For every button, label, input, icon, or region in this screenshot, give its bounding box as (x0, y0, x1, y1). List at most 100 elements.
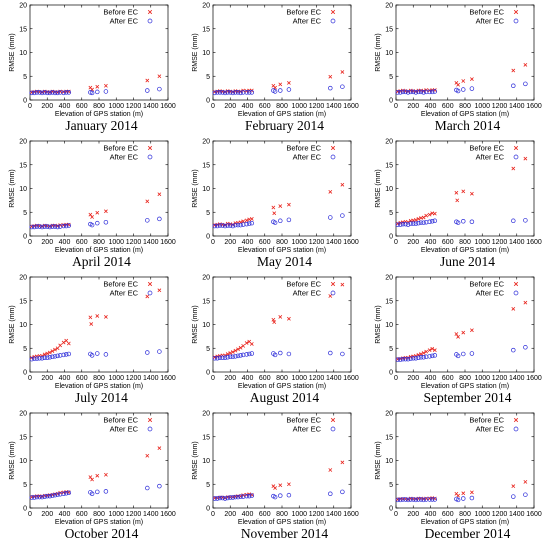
y-tick-label: 10 (385, 458, 393, 465)
after-ec-point (238, 494, 243, 499)
after-ec-point (145, 485, 150, 491)
before-ec-point (461, 491, 466, 496)
y-tick-label: 5 (23, 482, 27, 489)
after-ec-point (39, 224, 45, 230)
before-ec-point (328, 294, 333, 298)
chart-panel: 0 200 400 600 800 1000 1200 1400 1600 0 5 10 15 20 Ele… (183, 272, 366, 407)
x-axis-label: Elevation of GPS station (m) (55, 247, 143, 254)
x-tick-label: 1200 (309, 239, 325, 246)
after-ec-point (246, 493, 252, 499)
after-ec-point (427, 354, 432, 359)
chart-panel: 0 200 400 600 800 1000 1200 1400 1600 0 5 10 15 20 Ele… (366, 272, 549, 407)
after-ec-point (400, 356, 406, 362)
before-ec-point (212, 355, 217, 360)
legend-after-marker (330, 290, 336, 296)
x-tick-label: 1000 (474, 511, 490, 518)
after-ec-point (429, 219, 435, 224)
y-tick-label: 15 (202, 26, 210, 33)
before-ec-point (421, 351, 426, 355)
before-ec-point (157, 74, 162, 79)
after-ec-point (511, 83, 516, 88)
after-ec-point (39, 90, 45, 96)
plot-frame (395, 412, 535, 509)
y-tick-label: 10 (202, 322, 210, 329)
legend-after-label: After EC (293, 289, 322, 298)
y-tick-label: 5 (206, 346, 210, 353)
before-ec-point (58, 343, 63, 348)
y-axis-label: RMSE (mm) (9, 441, 16, 480)
after-ec-point (427, 219, 432, 224)
before-ec-point (395, 221, 400, 226)
legend-before-marker (147, 145, 153, 151)
legend-after-marker (147, 290, 153, 296)
before-ec-point (238, 345, 243, 350)
after-ec-point (230, 495, 236, 500)
legend-before-marker (513, 281, 519, 287)
before-ec-point (145, 294, 150, 299)
y-tick-label: 5 (206, 482, 210, 489)
before-ec-point (427, 212, 432, 217)
x-tick-label: 600 (442, 239, 454, 246)
after-ec-point (523, 218, 528, 223)
scatter-plot: 0 200 400 600 800 1000 1200 1400 1600 0 5 10 15 20 Ele… (9, 275, 176, 391)
x-tick-label: 400 (59, 375, 71, 382)
after-ec-point (55, 353, 60, 359)
scatter-plot: 0 200 400 600 800 1000 1200 1400 1600 0 5 10 15 20 Ele… (9, 3, 176, 119)
after-ec-point (215, 355, 220, 361)
before-ec-point (89, 322, 94, 326)
legend-after-label: After EC (110, 289, 139, 298)
after-ec-point (398, 357, 403, 362)
after-ec-point (32, 90, 37, 96)
before-ec-point (456, 82, 460, 87)
x-tick-label: 600 (442, 375, 454, 382)
after-ec-point (29, 356, 34, 362)
after-ec-point (278, 493, 283, 498)
legend-after-marker (147, 154, 153, 160)
after-ec-point (44, 493, 50, 499)
before-ec-point (271, 317, 276, 322)
after-ec-point (103, 219, 109, 225)
before-ec-point (432, 348, 437, 353)
after-ec-point (227, 223, 233, 228)
y-tick-label: 10 (385, 50, 393, 57)
x-tick-label: 0 (28, 103, 32, 110)
y-tick-label: 15 (19, 298, 27, 305)
after-ec-point (246, 90, 252, 95)
before-ec-point (272, 211, 277, 216)
legend-after-label: After EC (110, 153, 139, 162)
legend-after-marker (147, 426, 153, 432)
after-ec-point (50, 224, 55, 229)
after-ec-point (47, 493, 53, 499)
after-ec-point (220, 495, 225, 501)
before-ec-point (424, 213, 429, 218)
y-tick-label: 0 (206, 234, 210, 241)
before-ec-point (249, 492, 254, 497)
x-axis-label: Elevation of GPS station (m) (421, 383, 509, 390)
legend-before-label: Before EC (103, 416, 138, 425)
after-ec-point (225, 355, 230, 360)
after-ec-point (222, 355, 228, 360)
after-ec-point (34, 90, 40, 95)
x-tick-label: 1200 (126, 103, 142, 110)
legend-before-marker (330, 145, 336, 151)
y-tick-label: 0 (389, 234, 393, 241)
after-ec-point (217, 495, 223, 501)
y-tick-label: 20 (385, 275, 393, 282)
after-ec-point (405, 356, 411, 362)
after-ec-point (238, 90, 243, 96)
after-ec-point (42, 355, 47, 360)
after-ec-point (233, 354, 238, 359)
x-axis-label: Elevation of GPS station (m) (238, 111, 326, 118)
x-tick-label: 200 (407, 511, 419, 518)
after-ec-point (398, 497, 403, 503)
scatter-plot: 0 200 400 600 800 1000 1200 1400 1600 0 5 10 15 20 Ele… (375, 3, 542, 119)
x-tick-label: 1000 (291, 511, 307, 518)
after-ec-point (222, 496, 228, 501)
y-axis-label: RMSE (mm) (375, 33, 382, 72)
after-ec-point (63, 491, 69, 496)
after-ec-point (215, 223, 220, 229)
y-tick-label: 15 (385, 26, 393, 33)
y-tick-label: 15 (385, 298, 393, 305)
x-tick-label: 600 (76, 103, 88, 110)
